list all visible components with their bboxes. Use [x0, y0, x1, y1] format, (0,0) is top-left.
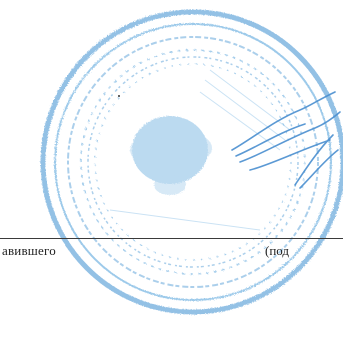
caption-right-label: (под	[265, 243, 290, 258]
seal-ring-text	[67, 36, 319, 288]
seal-rings	[40, 9, 343, 315]
eagle-emblem-icon	[130, 116, 212, 195]
signature-line	[0, 238, 343, 239]
caption-left-label: авившего	[2, 243, 56, 258]
ink-dot	[118, 95, 120, 97]
signature-icon	[231, 91, 341, 189]
